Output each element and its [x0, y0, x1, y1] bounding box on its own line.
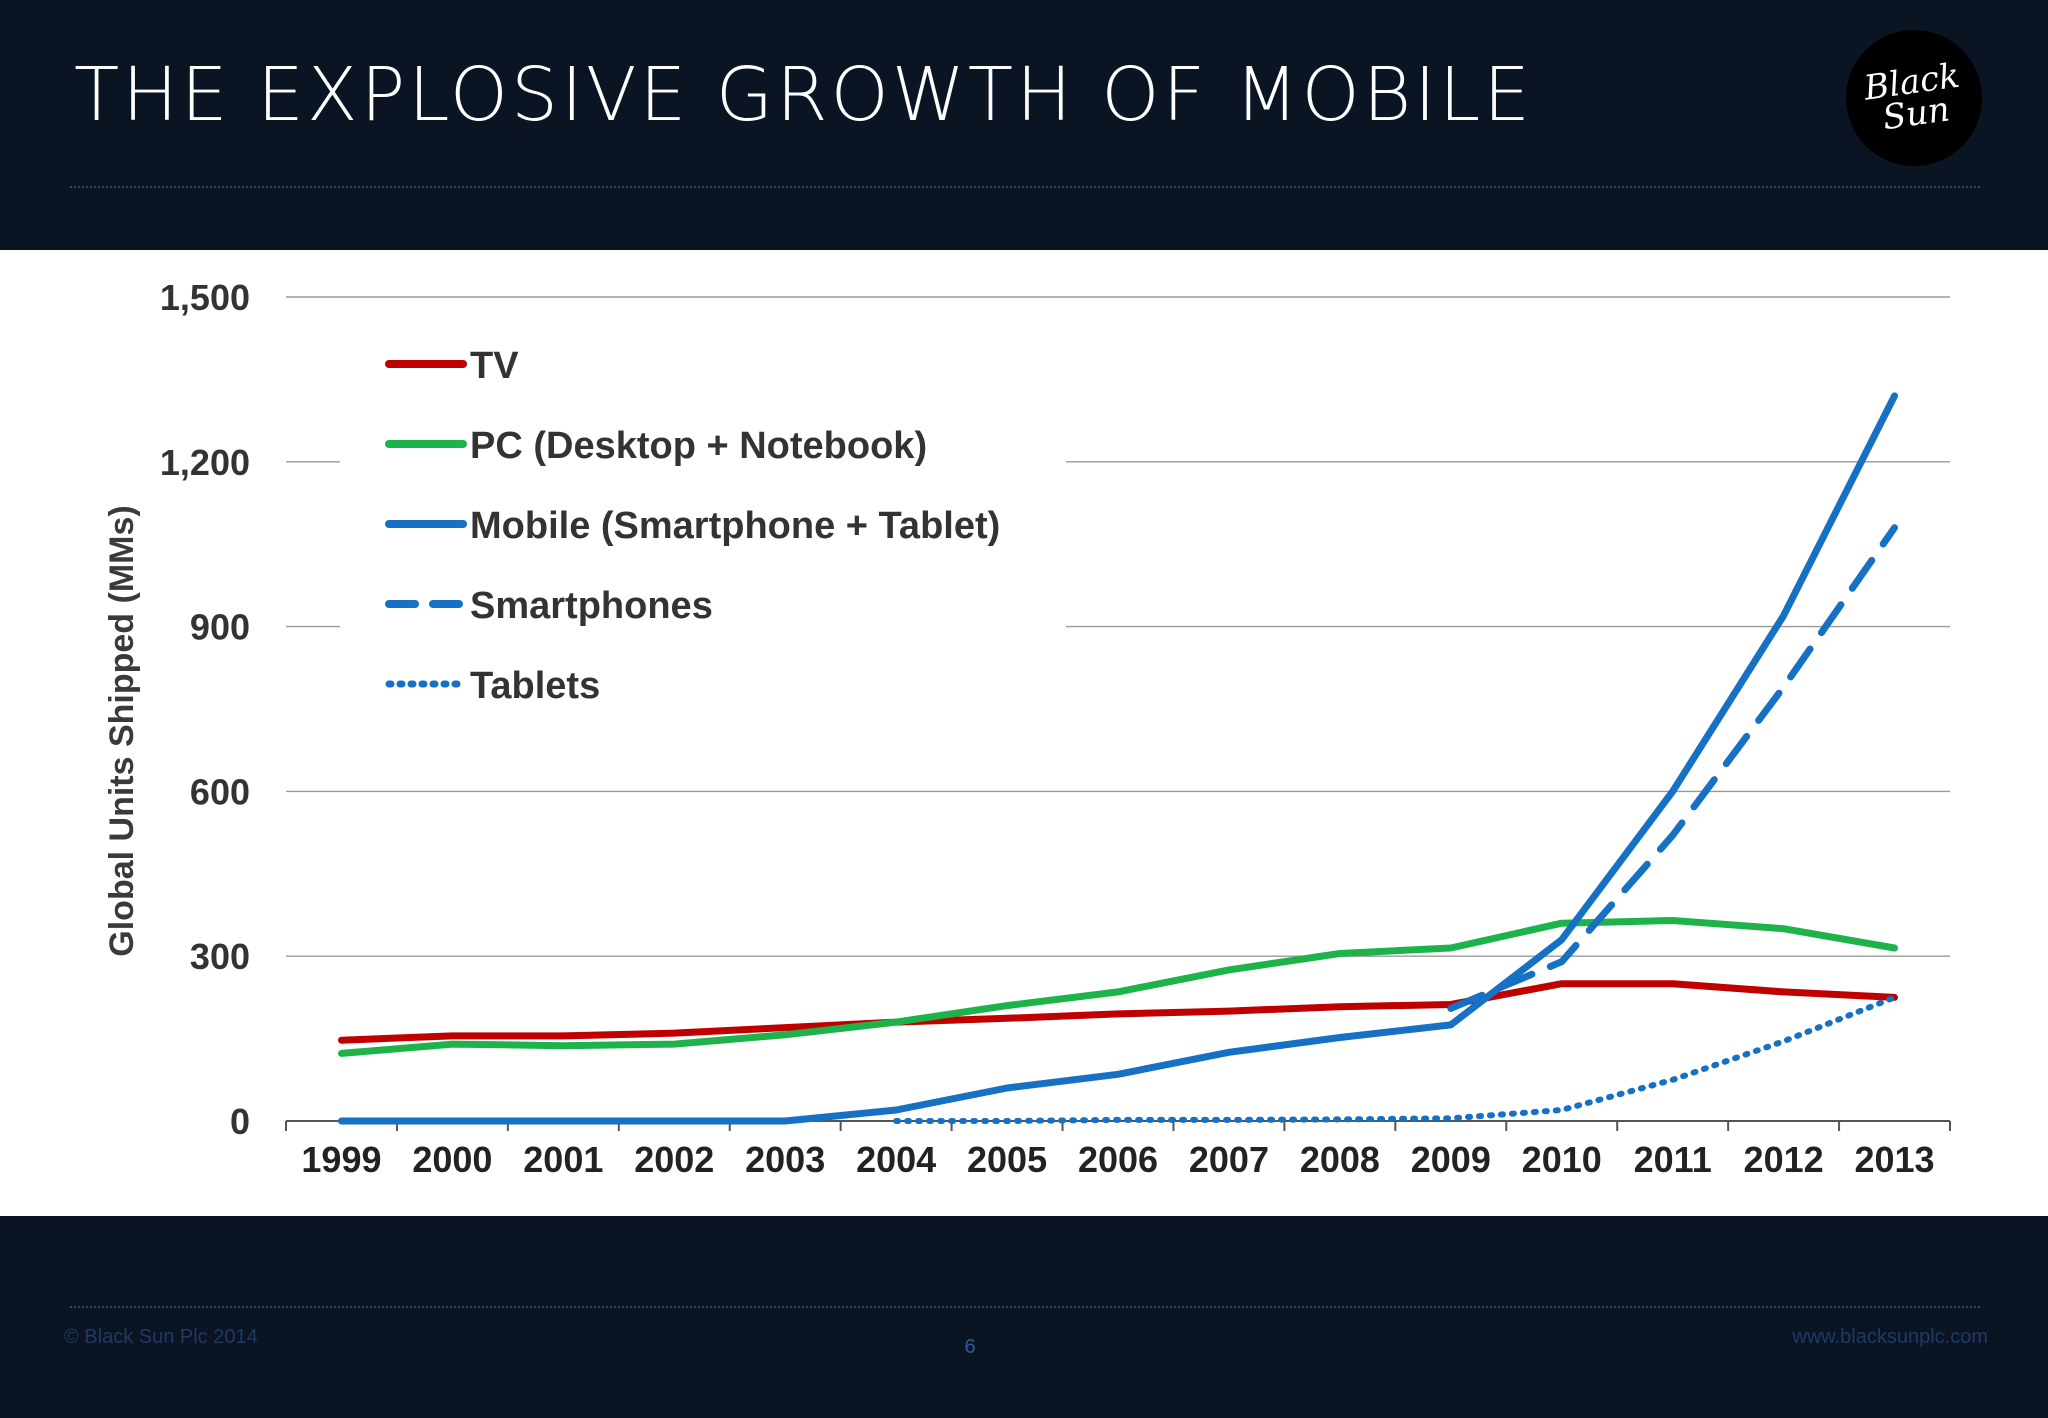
y-tick-label: 300	[190, 936, 250, 977]
series-line-pc-desktop-notebook	[338, 917, 1898, 1057]
y-tick-label: 600	[190, 771, 250, 812]
line-chart: 0 300 600 900 1,200 1,500 1999 2000 2001 2002 2003…	[103, 277, 1951, 1180]
x-tick-label: 2009	[1411, 1139, 1491, 1180]
logo-wordmark: Black Sun	[1861, 55, 1962, 139]
y-tick-label: 0	[230, 1101, 250, 1142]
x-tick-label: 2003	[745, 1139, 825, 1180]
x-tick-label: 2013	[1854, 1139, 1934, 1180]
x-tick-label: 2004	[856, 1139, 936, 1180]
legend-label: Smartphones	[470, 585, 713, 627]
x-tick-label: 1999	[301, 1139, 381, 1180]
series-line-smartphones	[1447, 524, 1898, 1012]
chart-panel: 0 300 600 900 1,200 1,500 1999 2000 2001 2002 2003…	[0, 250, 2048, 1216]
x-tick-label: 2001	[523, 1139, 603, 1180]
series-line-tablets	[893, 994, 1898, 1124]
copyright-text: © Black Sun Plc 2014	[64, 1326, 258, 1348]
website-link[interactable]: www.blacksunplc.com	[1792, 1326, 1988, 1348]
x-tick-label: 2002	[634, 1139, 714, 1180]
black-sun-logo: Black Sun	[1846, 30, 1982, 166]
x-tick-label: 2008	[1300, 1139, 1380, 1180]
legend-label: PC (Desktop + Notebook)	[470, 425, 927, 467]
legend-label: TV	[470, 345, 519, 387]
x-tick-label: 2000	[412, 1139, 492, 1180]
x-tick-label: 2010	[1522, 1139, 1602, 1180]
legend-label: Tablets	[470, 665, 600, 707]
slide-footer	[0, 1216, 2048, 1418]
x-tick-label: 2011	[1634, 1139, 1712, 1180]
x-tick-label: 2005	[967, 1139, 1047, 1180]
y-tick-label: 1,200	[160, 442, 250, 483]
footer-divider	[70, 1306, 1980, 1308]
x-tick-label: 2007	[1189, 1139, 1269, 1180]
slide-title: THE EXPLOSIVE GROWTH OF MOBILE	[74, 52, 1533, 138]
legend-label: Mobile (Smartphone + Tablet)	[470, 505, 1000, 547]
y-tick-label: 1,500	[160, 277, 250, 318]
x-tick-label: 2012	[1744, 1139, 1824, 1180]
header-divider	[70, 186, 1980, 188]
y-tick-label: 900	[190, 607, 250, 648]
series-line-tv	[338, 980, 1898, 1044]
slide-header: THE EXPLOSIVE GROWTH OF MOBILE Black Sun	[0, 0, 2048, 250]
y-axis-title: Global Units Shipped (MMs)	[103, 505, 141, 956]
page-number: 6	[964, 1336, 976, 1358]
series-line-mobile-smartphone-tablet	[338, 392, 1898, 1125]
x-tick-label: 2006	[1078, 1139, 1158, 1180]
